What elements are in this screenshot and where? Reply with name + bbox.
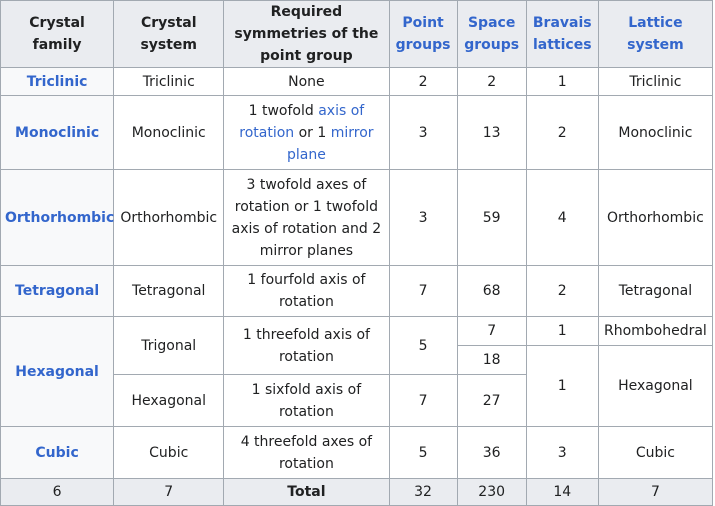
family-triclinic-link[interactable]: Triclinic [0, 67, 115, 96]
space-groups-cell: 18 [456, 345, 527, 375]
table-row: Cubic Cubic 4 threefold axes of rotation… [0, 426, 714, 479]
family-tetragonal-link[interactable]: Tetragonal [0, 265, 115, 317]
symmetry-cell: 3 twofold axes of rotation or 1 twofold … [223, 169, 390, 266]
symmetry-text: or 1 [294, 124, 331, 141]
header-bravais-lattices-link[interactable]: Bravais lattices [525, 0, 599, 68]
header-lattice-system-link[interactable]: Lattice system [597, 0, 714, 68]
point-groups-cell: 7 [388, 374, 458, 427]
total-space-groups: 230 [456, 478, 527, 506]
table-row: Tetragonal Tetragonal 1 fourfold axis of… [0, 265, 714, 317]
point-groups-cell: 3 [388, 169, 458, 266]
axis-of-rotation-link[interactable]: axis of rotation [239, 102, 365, 141]
system-cell: Trigonal [113, 316, 225, 375]
bravais-cell: 2 [525, 265, 599, 317]
family-hexagonal-link[interactable]: Hexagonal [0, 316, 115, 427]
system-cell: Monoclinic [113, 95, 225, 170]
bravais-cell: 1 [525, 67, 599, 96]
lattice-cell: Orthorhombic [597, 169, 714, 266]
table-row: Hexagonal Trigonal 1 threefold axis of r… [0, 316, 714, 427]
header-space-groups-link[interactable]: Space groups [456, 0, 527, 68]
space-groups-cell: 59 [456, 169, 527, 266]
lattice-cell: Rhombohedral [597, 316, 714, 346]
family-monoclinic-link[interactable]: Monoclinic [0, 95, 115, 170]
header-required-symmetries[interactable]: Required symmetries of the point group [223, 0, 390, 68]
space-groups-cell: 7 [456, 316, 527, 346]
bravais-cell: 2 [525, 95, 599, 170]
table-row: Triclinic Triclinic None 2 2 1 Triclinic [0, 67, 714, 96]
total-bravais: 14 [525, 478, 599, 506]
totals-row: 6 7 Total 32 230 14 7 [0, 478, 714, 506]
space-groups-cell: 36 [456, 426, 527, 479]
lattice-cell: Monoclinic [597, 95, 714, 170]
mirror-plane-link[interactable]: mirror plane [286, 124, 374, 163]
table-row: Orthorhombic Orthorhombic 3 twofold axes… [0, 169, 714, 266]
symmetry-cell: None [223, 67, 390, 96]
space-groups-cell: 13 [456, 95, 527, 170]
family-cubic-link[interactable]: Cubic [0, 426, 115, 479]
header-point-groups-link[interactable]: Point groups [388, 0, 458, 68]
total-label: Total [223, 478, 390, 506]
system-cell: Hexagonal [113, 374, 225, 427]
total-lattice: 7 [597, 478, 714, 506]
system-cell: Orthorhombic [113, 169, 225, 266]
bravais-cell: 1 [525, 345, 599, 427]
header-crystal-family[interactable]: Crystal family [0, 0, 115, 68]
lattice-cell: Tetragonal [597, 265, 714, 317]
symmetry-cell: 1 sixfold axis of rotation [223, 374, 390, 427]
bravais-cell: 1 [525, 316, 599, 346]
system-cell: Triclinic [113, 67, 225, 96]
bravais-cell: 4 [525, 169, 599, 266]
header-crystal-system[interactable]: Crystal system [113, 0, 225, 68]
family-orthorhombic-link[interactable]: Orthorhombic [0, 169, 114, 266]
total-families: 6 [0, 478, 115, 506]
system-cell: Cubic [113, 426, 225, 479]
symmetry-cell: 1 twofold axis of rotation or 1 mirror p… [223, 95, 390, 170]
point-groups-cell: 2 [388, 67, 458, 96]
point-groups-cell: 3 [388, 95, 458, 170]
total-systems: 7 [113, 478, 225, 506]
table-row: 18 1 Hexagonal [1, 345, 714, 427]
total-point-groups: 32 [388, 478, 458, 506]
system-cell: Tetragonal [113, 265, 225, 317]
bravais-cell: 3 [525, 426, 599, 479]
space-groups-cell: 27 [456, 374, 527, 427]
space-groups-cell: 68 [456, 265, 527, 317]
lattice-cell: Triclinic [597, 67, 714, 96]
symmetry-cell: 4 threefold axes of rotation [223, 426, 390, 479]
lattice-cell: Hexagonal [597, 345, 714, 427]
lattice-cell: Cubic [597, 426, 714, 479]
point-groups-cell: 5 [388, 316, 458, 375]
symmetry-text: 1 twofold [248, 102, 319, 119]
space-groups-cell: 2 [456, 67, 527, 96]
symmetry-cell: 1 fourfold axis of rotation [223, 265, 390, 317]
symmetry-cell: 1 threefold axis of rotation [223, 316, 390, 375]
table-row: Monoclinic Monoclinic 1 twofold axis of … [0, 95, 714, 170]
point-groups-cell: 5 [388, 426, 458, 479]
point-groups-cell: 7 [388, 265, 458, 317]
